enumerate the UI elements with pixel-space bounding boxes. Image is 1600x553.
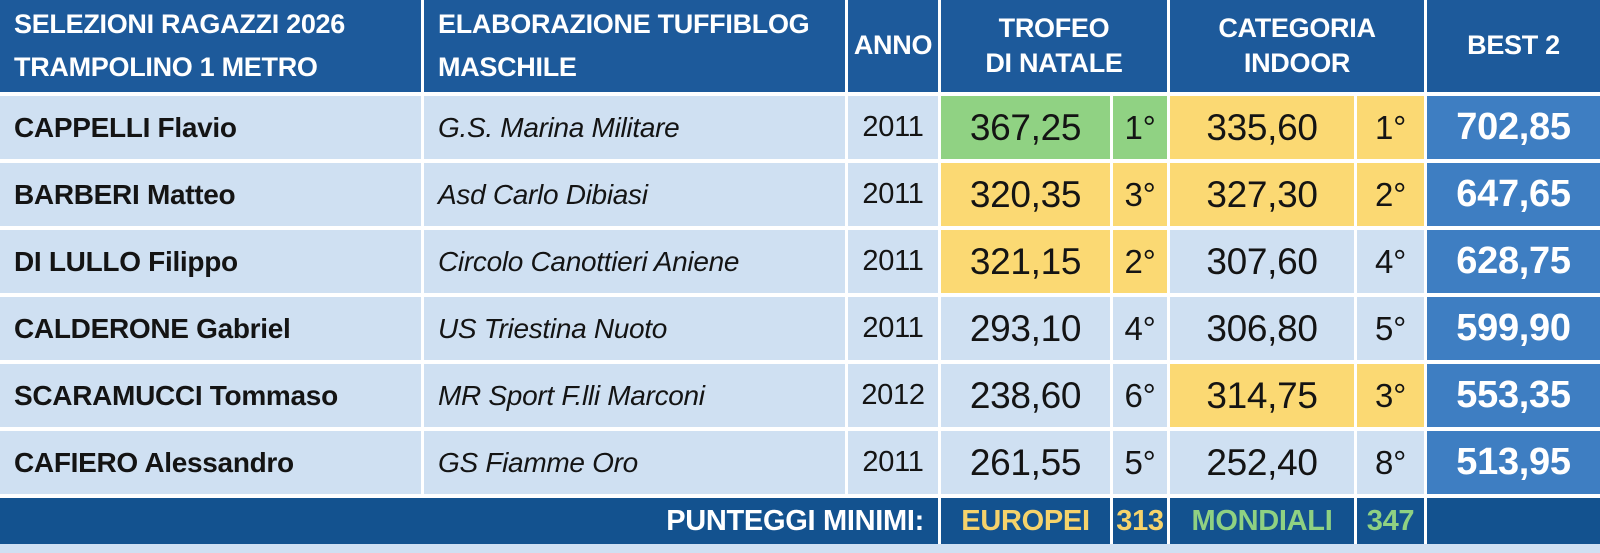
trofeo-score-cell: 261,55 <box>941 431 1110 494</box>
column-header-trofeo-di-natale: TROFEO DI NATALE <box>941 0 1167 92</box>
mondiali-minimum: 347 <box>1357 498 1424 544</box>
trofeo-place-cell: 3° <box>1113 163 1167 226</box>
title-line-2: TRAMPOLINO 1 METRO <box>14 52 318 82</box>
trofeo-place-cell: 2° <box>1113 230 1167 293</box>
trofeo-place-cell: 6° <box>1113 364 1167 427</box>
year-cell: 2011 <box>848 163 938 226</box>
categoria-score-cell: 252,40 <box>1170 431 1354 494</box>
club-name: MR Sport F.lli Marconi <box>424 364 845 427</box>
categoria-place-cell: 1° <box>1357 96 1424 159</box>
categoria-score-cell: 307,60 <box>1170 230 1354 293</box>
trofeo-place-cell: 5° <box>1113 431 1167 494</box>
categoria-score-cell: 314,75 <box>1170 364 1354 427</box>
categoria-place-cell: 8° <box>1357 431 1424 494</box>
best2-cell: 513,95 <box>1427 431 1600 494</box>
footer-empty-cell <box>1427 498 1600 544</box>
club-name: Circolo Canottieri Aniene <box>424 230 845 293</box>
club-name: G.S. Marina Militare <box>424 96 845 159</box>
athlete-name: CAFIERO Alessandro <box>0 431 421 494</box>
table-subtitle: ELABORAZIONE TUFFIBLOG MASCHILE <box>424 0 845 92</box>
categoria-place-cell: 4° <box>1357 230 1424 293</box>
athlete-name: BARBERI Matteo <box>0 163 421 226</box>
europei-label: EUROPEI <box>941 498 1110 544</box>
year-cell: 2011 <box>848 230 938 293</box>
categoria-place-cell: 3° <box>1357 364 1424 427</box>
trofeo-score-cell: 238,60 <box>941 364 1110 427</box>
best2-cell: 599,90 <box>1427 297 1600 360</box>
title-line-1: SELEZIONI RAGAZZI 2026 <box>14 8 345 39</box>
subtitle-line-2: MASCHILE <box>438 52 577 82</box>
europei-minimum: 313 <box>1113 498 1167 544</box>
bottom-strip <box>0 544 1600 553</box>
best2-cell: 553,35 <box>1427 364 1600 427</box>
table-title: SELEZIONI RAGAZZI 2026 TRAMPOLINO 1 METR… <box>0 0 421 92</box>
categoria-score-cell: 327,30 <box>1170 163 1354 226</box>
trofeo-score-cell: 320,35 <box>941 163 1110 226</box>
year-cell: 2011 <box>848 297 938 360</box>
year-cell: 2011 <box>848 431 938 494</box>
column-header-anno: ANNO <box>848 0 938 92</box>
club-name: GS Fiamme Oro <box>424 431 845 494</box>
best2-cell: 647,65 <box>1427 163 1600 226</box>
trofeo-score-cell: 293,10 <box>941 297 1110 360</box>
trofeo-score-cell: 321,15 <box>941 230 1110 293</box>
athlete-name: CALDERONE Gabriel <box>0 297 421 360</box>
categoria-score-cell: 306,80 <box>1170 297 1354 360</box>
subtitle-line-1: ELABORAZIONE TUFFIBLOG <box>438 8 810 39</box>
best2-cell: 628,75 <box>1427 230 1600 293</box>
trofeo-place-cell: 4° <box>1113 297 1167 360</box>
athlete-name: SCARAMUCCI Tommaso <box>0 364 421 427</box>
categoria-score-cell: 335,60 <box>1170 96 1354 159</box>
athlete-name: CAPPELLI Flavio <box>0 96 421 159</box>
column-header-best2: BEST 2 <box>1427 0 1600 92</box>
year-cell: 2012 <box>848 364 938 427</box>
year-cell: 2011 <box>848 96 938 159</box>
categoria-place-cell: 2° <box>1357 163 1424 226</box>
best2-cell: 702,85 <box>1427 96 1600 159</box>
column-header-categoria-indoor: CATEGORIA INDOOR <box>1170 0 1424 92</box>
trofeo-score-cell: 367,25 <box>941 96 1110 159</box>
trofeo-place-cell: 1° <box>1113 96 1167 159</box>
categoria-place-cell: 5° <box>1357 297 1424 360</box>
mondiali-label: MONDIALI <box>1170 498 1354 544</box>
minimum-scores-label: PUNTEGGI MINIMI: <box>0 498 938 544</box>
club-name: Asd Carlo Dibiasi <box>424 163 845 226</box>
club-name: US Triestina Nuoto <box>424 297 845 360</box>
athlete-name: DI LULLO Filippo <box>0 230 421 293</box>
